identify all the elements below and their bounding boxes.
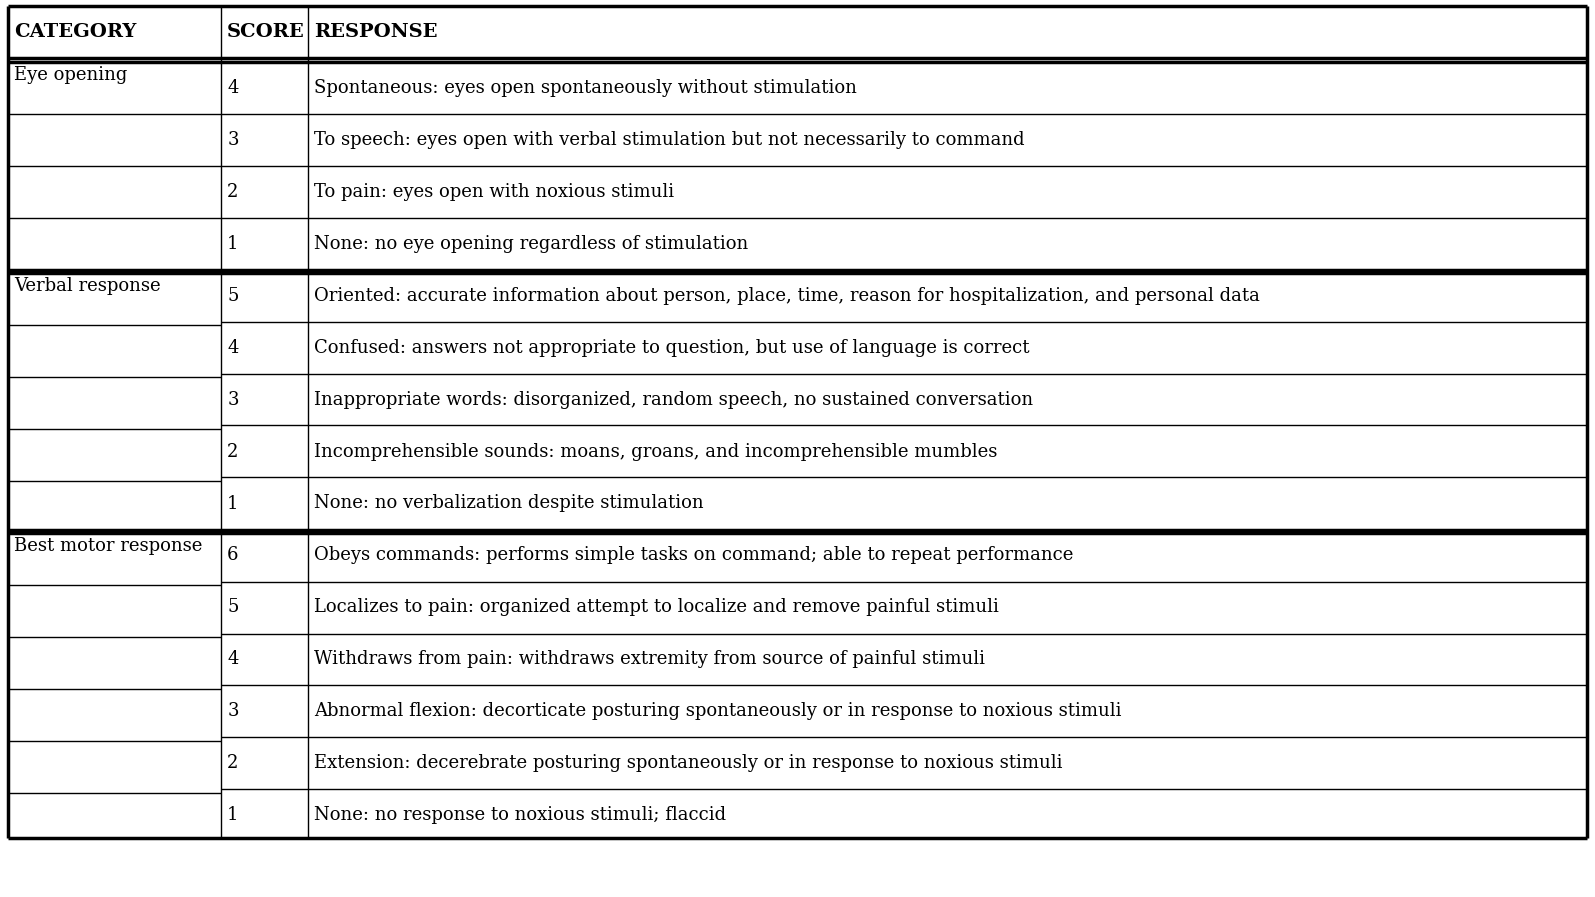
Text: Obeys commands: performs simple tasks on command; able to repeat performance: Obeys commands: performs simple tasks on… — [314, 546, 1073, 564]
Text: 3: 3 — [226, 130, 239, 149]
Text: To pain: eyes open with noxious stimuli: To pain: eyes open with noxious stimuli — [314, 182, 675, 201]
Text: Eye opening: Eye opening — [14, 65, 128, 83]
Text: 1: 1 — [226, 494, 239, 512]
Text: SCORE: SCORE — [226, 23, 305, 41]
Text: Localizes to pain: organized attempt to localize and remove painful stimuli: Localizes to pain: organized attempt to … — [314, 598, 998, 616]
Text: To speech: eyes open with verbal stimulation but not necessarily to command: To speech: eyes open with verbal stimula… — [314, 130, 1024, 149]
Text: 1: 1 — [226, 806, 239, 824]
Text: 4: 4 — [226, 79, 239, 97]
Text: Oriented: accurate information about person, place, time, reason for hospitaliza: Oriented: accurate information about per… — [314, 286, 1260, 304]
Text: Incomprehensible sounds: moans, groans, and incomprehensible mumbles: Incomprehensible sounds: moans, groans, … — [314, 442, 997, 460]
Text: None: no response to noxious stimuli; flaccid: None: no response to noxious stimuli; fl… — [314, 806, 726, 824]
Text: Spontaneous: eyes open spontaneously without stimulation: Spontaneous: eyes open spontaneously wit… — [314, 79, 857, 97]
Text: RESPONSE: RESPONSE — [314, 23, 437, 41]
Text: 4: 4 — [226, 338, 239, 356]
Text: 5: 5 — [226, 286, 239, 304]
Text: 2: 2 — [226, 442, 239, 460]
Text: Verbal response: Verbal response — [14, 277, 161, 295]
Text: 3: 3 — [226, 702, 239, 720]
Text: 1: 1 — [226, 234, 239, 252]
Text: CATEGORY: CATEGORY — [14, 23, 137, 41]
Text: 5: 5 — [226, 598, 239, 616]
Text: Best motor response: Best motor response — [14, 537, 203, 555]
Text: Withdraws from pain: withdraws extremity from source of painful stimuli: Withdraws from pain: withdraws extremity… — [314, 650, 986, 668]
Text: 3: 3 — [226, 390, 239, 408]
Text: 4: 4 — [226, 650, 239, 668]
Text: Abnormal flexion: decorticate posturing spontaneously or in response to noxious : Abnormal flexion: decorticate posturing … — [314, 702, 1121, 720]
Text: Inappropriate words: disorganized, random speech, no sustained conversation: Inappropriate words: disorganized, rando… — [314, 390, 1034, 408]
Text: Confused: answers not appropriate to question, but use of language is correct: Confused: answers not appropriate to que… — [314, 338, 1029, 356]
Text: 6: 6 — [226, 546, 239, 564]
Text: None: no eye opening regardless of stimulation: None: no eye opening regardless of stimu… — [314, 234, 748, 252]
Text: 2: 2 — [226, 754, 239, 772]
Text: 2: 2 — [226, 182, 239, 201]
Text: Extension: decerebrate posturing spontaneously or in response to noxious stimuli: Extension: decerebrate posturing spontan… — [314, 754, 1062, 772]
Text: None: no verbalization despite stimulation: None: no verbalization despite stimulati… — [314, 494, 703, 512]
